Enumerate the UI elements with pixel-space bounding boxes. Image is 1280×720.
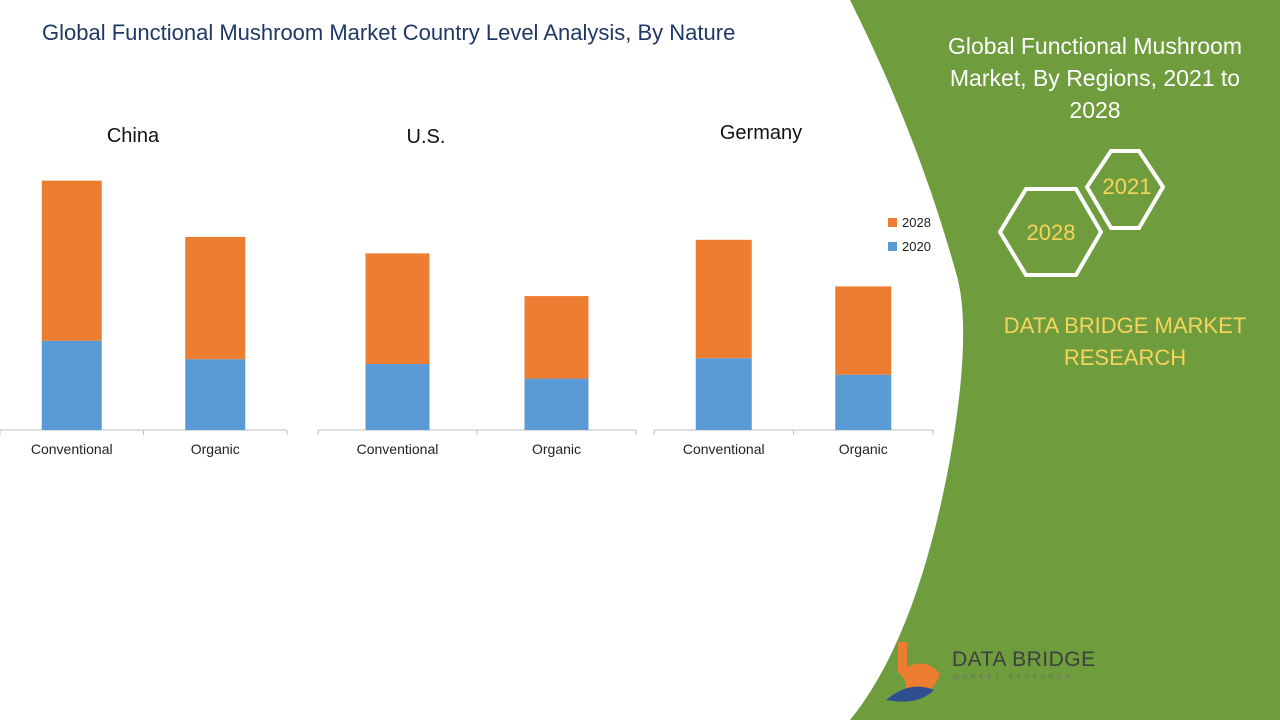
bar-2020-conventional [695, 358, 752, 430]
hex-label-2028: 2028 [1026, 220, 1076, 245]
chart-title: U.S. [407, 126, 446, 148]
category-label: Conventional [683, 441, 765, 457]
logo-subtext: MARKET RESEARCH [954, 675, 1074, 681]
chart-us: U.S. Conventional Organic [317, 126, 637, 457]
category-label: Organic [191, 441, 240, 457]
bar-2020-organic [524, 378, 589, 430]
brand-name: DATA BRIDGE MARKET RESEARCH [1003, 313, 1247, 370]
legend-label-2028: 2028 [902, 215, 931, 230]
data-bridge-logo-icon [886, 642, 940, 702]
chart-germany: Germany Conventional Organic 2028 2020 [653, 122, 934, 457]
bar-2028-conventional [41, 180, 102, 341]
bar-2028-conventional [365, 253, 430, 365]
legend-label-2020: 2020 [902, 239, 931, 254]
bar-2028-conventional [695, 239, 752, 359]
page-title: Global Functional Mushroom Market Countr… [42, 20, 736, 45]
chart-china: China Conventional Organic [0, 125, 288, 457]
bar-2028-organic [835, 286, 892, 375]
logo-text: DATA BRIDGE [952, 648, 1096, 671]
chart-title: China [107, 125, 160, 147]
category-label: Conventional [31, 441, 113, 457]
hex-label-2021: 2021 [1102, 174, 1152, 199]
bar-2020-organic [835, 374, 892, 430]
bar-2020-conventional [365, 364, 430, 430]
bar-2028-organic [524, 296, 589, 379]
category-label: Organic [839, 441, 888, 457]
legend-swatch-2028 [888, 218, 897, 227]
category-label: Conventional [357, 441, 439, 457]
bar-2028-organic [185, 236, 246, 360]
bar-2020-conventional [41, 340, 102, 430]
chart-title: Germany [720, 122, 802, 144]
legend-swatch-2020 [888, 242, 897, 251]
panel-title: Global Functional Mushroom Market, By Re… [947, 33, 1243, 123]
category-label: Organic [532, 441, 581, 457]
bar-2020-organic [185, 359, 246, 430]
